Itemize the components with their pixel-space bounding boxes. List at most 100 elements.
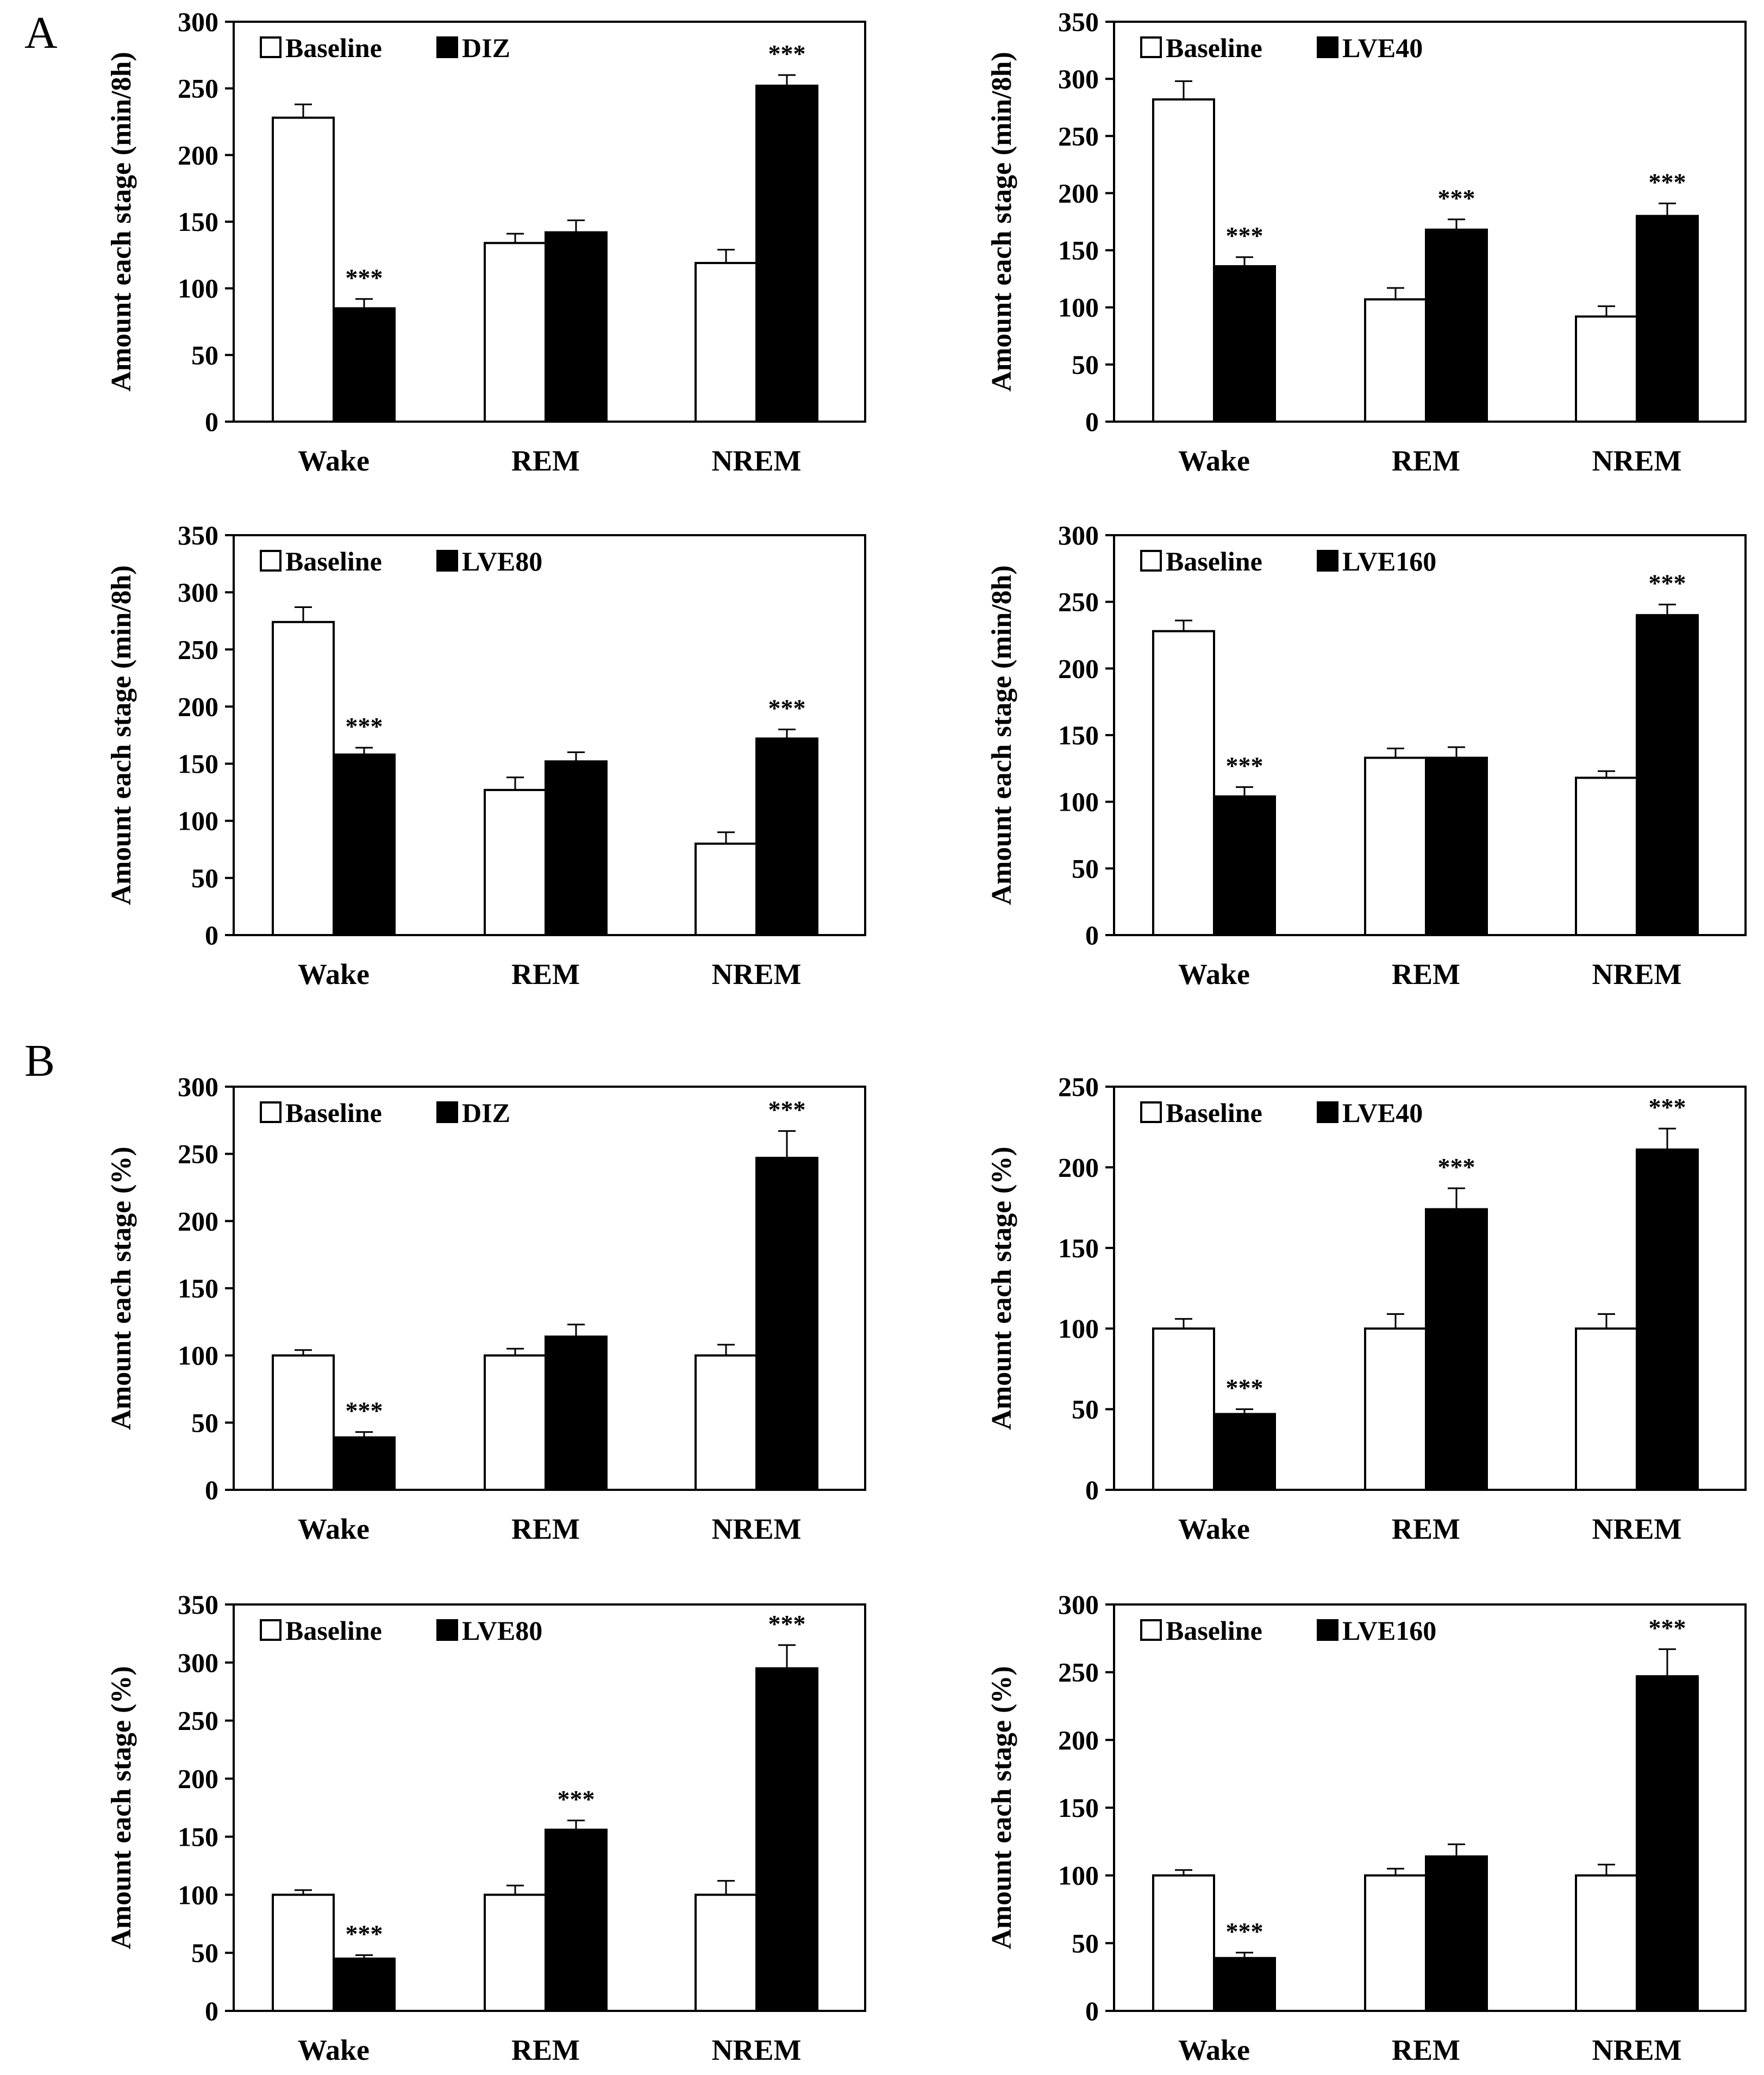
category-label-wake: Wake [1178, 958, 1250, 991]
legend-swatch-baseline [1140, 1619, 1162, 1641]
baseline-bar-nrem [695, 1354, 758, 1491]
y-tick-label: 50 [1072, 853, 1099, 883]
y-tick-label: 300 [178, 577, 218, 607]
baseline-bar-rem [484, 1894, 547, 2012]
treatment-bar-wake [333, 307, 396, 423]
y-tick-label: 150 [1058, 1792, 1099, 1823]
significance-marker: *** [1649, 1614, 1686, 1641]
baseline-bar-wake [1152, 1874, 1215, 2013]
treatment-bar-wake [1213, 265, 1276, 423]
baseline-bar-wake [1152, 630, 1215, 936]
y-tick-label: 50 [1072, 1928, 1099, 1958]
y-tick-label: 50 [191, 1407, 218, 1438]
y-tick-label: 300 [178, 7, 218, 37]
legend-label-treatment: LVE80 [462, 546, 542, 576]
significance-marker: *** [1226, 1917, 1263, 1945]
chart-5: 0 50 100 150 200 250 300 Amount each stage (%) *… [106, 1071, 866, 1545]
treatment-bar-rem [1425, 228, 1488, 423]
y-tick-label: 300 [178, 1647, 218, 1678]
significance-marker: *** [1649, 168, 1686, 196]
legend-swatch-baseline [1140, 1101, 1162, 1123]
category-label-rem: REM [1392, 958, 1460, 991]
treatment-bar-wake [1213, 795, 1276, 937]
chart-4: 0 50 100 150 200 250 300 Amount each stage (min… [986, 520, 1747, 991]
y-tick-label: 50 [1072, 1394, 1099, 1425]
y-tick-label: 150 [178, 206, 218, 237]
y-tick-label: 100 [1058, 292, 1099, 323]
legend-label-baseline: Baseline [1166, 1098, 1262, 1128]
y-tick-label: 250 [178, 634, 218, 664]
category-label-rem: REM [1392, 2034, 1460, 2066]
y-tick-label: 100 [1058, 1313, 1099, 1344]
legend-swatch-treatment [436, 1101, 458, 1123]
y-tick-label: 300 [1058, 1589, 1099, 1620]
y-tick-label: 150 [1058, 235, 1099, 266]
legend-swatch-baseline [260, 550, 282, 572]
y-tick-label: 0 [205, 920, 218, 950]
significance-marker: *** [1226, 222, 1263, 249]
y-tick-label: 250 [178, 1706, 218, 1736]
treatment-bar-nrem [755, 737, 818, 937]
treatment-bar-rem [1425, 1208, 1488, 1491]
treatment-bar-nrem [1636, 1148, 1699, 1491]
y-tick-label: 200 [178, 140, 218, 170]
y-tick-label: 250 [1058, 121, 1099, 151]
legend-label-treatment: LVE80 [462, 1615, 542, 1646]
legend-label-baseline: Baseline [285, 33, 382, 63]
y-axis-label: Amount each stage (min/8h) [106, 565, 137, 905]
treatment-bar-nrem [1636, 215, 1699, 423]
baseline-bar-rem [484, 242, 547, 423]
y-tick-label: 200 [178, 1206, 218, 1236]
treatment-bar-wake [1213, 1957, 1276, 2013]
y-tick-label: 100 [178, 1340, 218, 1371]
legend-label-baseline: Baseline [1166, 1615, 1262, 1646]
treatment-bar-nrem [1636, 614, 1699, 936]
category-label-rem: REM [511, 444, 580, 477]
y-tick-label: 200 [1058, 178, 1099, 208]
y-tick-label: 150 [178, 1273, 218, 1303]
treatment-bar-wake [333, 1957, 396, 2013]
baseline-bar-rem [1364, 1874, 1427, 2013]
category-label-wake: Wake [298, 444, 370, 477]
significance-marker: *** [768, 1096, 806, 1124]
category-label-rem: REM [511, 958, 580, 991]
baseline-bar-wake [1152, 98, 1215, 423]
baseline-bar-rem [1364, 298, 1427, 423]
legend-label-baseline: Baseline [285, 546, 382, 576]
baseline-bar-wake [1152, 1327, 1215, 1491]
legend-swatch-treatment [1317, 1619, 1338, 1641]
legend-label-baseline: Baseline [285, 1098, 382, 1128]
significance-marker: *** [1438, 184, 1475, 212]
category-label-rem: REM [511, 1513, 580, 1545]
legend-label-treatment: LVE160 [1342, 1615, 1436, 1646]
legend-label-baseline: Baseline [1166, 33, 1262, 63]
y-tick-label: 100 [1058, 787, 1099, 817]
treatment-bar-rem [545, 760, 608, 936]
legend-label-treatment: DIZ [462, 1098, 510, 1128]
baseline-bar-wake [272, 620, 335, 936]
legend-label-treatment: DIZ [462, 33, 510, 63]
y-tick-label: 300 [178, 1071, 218, 1102]
y-tick-label: 200 [1058, 1725, 1099, 1755]
y-axis-label: Amount each stage (min/8h) [986, 565, 1017, 905]
y-tick-label: 0 [205, 1996, 218, 2026]
significance-marker: *** [346, 1397, 383, 1425]
y-tick-label: 0 [1085, 1996, 1099, 2026]
baseline-bar-rem [1364, 756, 1427, 936]
legend-swatch-treatment [436, 550, 458, 572]
legend-label-treatment: LVE40 [1342, 33, 1423, 63]
chart-1: 0 50 100 150 200 250 300 Amount each stage (min… [106, 7, 866, 477]
y-tick-label: 200 [178, 691, 218, 722]
chart-2: 0 50 100 150 200 250 300 350 Amount each stage (… [986, 7, 1747, 477]
legend-swatch-treatment [436, 36, 458, 58]
y-axis-label: Amount each stage (min/8h) [106, 52, 137, 391]
baseline-bar-wake [272, 1354, 335, 1491]
y-tick-label: 0 [1085, 1475, 1099, 1505]
legend-label-baseline: Baseline [285, 1615, 382, 1646]
category-label-nrem: NREM [712, 1513, 802, 1545]
significance-marker: *** [768, 40, 806, 67]
y-tick-label: 200 [1058, 653, 1099, 684]
y-tick-label: 50 [191, 340, 218, 370]
significance-marker: *** [346, 712, 383, 740]
